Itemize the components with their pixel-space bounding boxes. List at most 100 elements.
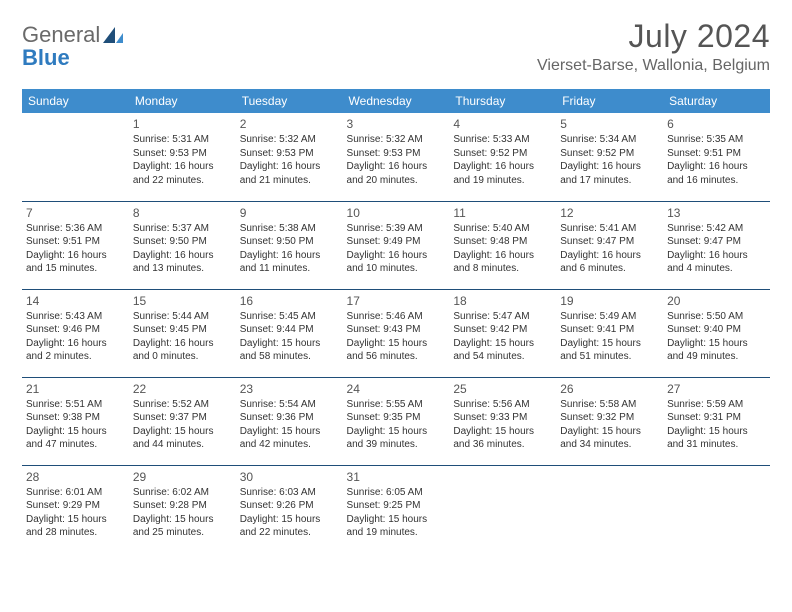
- day-cell: [449, 465, 556, 553]
- day-cell: 30Sunrise: 6:03 AMSunset: 9:26 PMDayligh…: [236, 465, 343, 553]
- day-cell: 18 Sunrise: 5:47 AMSunset: 9:42 PMDayligh…: [449, 289, 556, 377]
- day-cell: 20Sunrise: 5:50 AMSunset: 9:40 PMDayligh…: [663, 289, 770, 377]
- info-ss: Sunset: 9:49 PM: [347, 235, 446, 249]
- day-number: 18: [453, 294, 552, 308]
- info-sr: Sunrise: 5:58 AM: [560, 398, 659, 412]
- month-title: July 2024: [537, 18, 770, 55]
- info-ss: Sunset: 9:37 PM: [133, 411, 232, 425]
- day-info: Sunrise: 5:41 AMSunset: 9:47 PMDaylight:…: [560, 222, 659, 276]
- info-sr: Sunrise: 5:38 AM: [240, 222, 339, 236]
- info-d1: Daylight: 16 hours: [667, 249, 766, 263]
- info-d2: and 25 minutes.: [133, 526, 232, 540]
- day-info: Sunrise: 5:50 AMSunset: 9:40 PMDaylight:…: [667, 310, 766, 364]
- info-d2: and 47 minutes.: [26, 438, 125, 452]
- day-info: Sunrise: 5:44 AMSunset: 9:45 PMDaylight:…: [133, 310, 232, 364]
- day-info: Sunrise: 5:35 AMSunset: 9:51 PMDaylight:…: [667, 133, 766, 187]
- day-number: 22: [133, 382, 232, 396]
- info-sr: Sunrise: 5:45 AM: [240, 310, 339, 324]
- info-d2: and 6 minutes.: [560, 262, 659, 276]
- info-d2: and 4 minutes.: [667, 262, 766, 276]
- day-number: 21: [26, 382, 125, 396]
- info-ss: Sunset: 9:41 PM: [560, 323, 659, 337]
- info-ss: Sunset: 9:53 PM: [133, 147, 232, 161]
- day-info: Sunrise: 5:47 AMSunset: 9:42 PMDaylight:…: [453, 310, 552, 364]
- day-number: 31: [347, 470, 446, 484]
- info-sr: Sunrise: 5:32 AM: [240, 133, 339, 147]
- info-ss: Sunset: 9:43 PM: [347, 323, 446, 337]
- info-sr: Sunrise: 5:55 AM: [347, 398, 446, 412]
- day-info: Sunrise: 5:59 AMSunset: 9:31 PMDaylight:…: [667, 398, 766, 452]
- week-row: 28Sunrise: 6:01 AMSunset: 9:29 PMDayligh…: [22, 465, 770, 553]
- day-cell: 6Sunrise: 5:35 AMSunset: 9:51 PMDaylight…: [663, 113, 770, 201]
- day-info: Sunrise: 5:49 AMSunset: 9:41 PMDaylight:…: [560, 310, 659, 364]
- day-cell: 7 Sunrise: 5:36 AMSunset: 9:51 PMDaylight…: [22, 201, 129, 289]
- info-d1: Daylight: 15 hours: [26, 513, 125, 527]
- info-ss: Sunset: 9:46 PM: [26, 323, 125, 337]
- day-cell: 3 Sunrise: 5:32 AMSunset: 9:53 PMDaylight…: [343, 113, 450, 201]
- info-ss: Sunset: 9:44 PM: [240, 323, 339, 337]
- info-sr: Sunrise: 5:43 AM: [26, 310, 125, 324]
- day-number: 7: [26, 206, 125, 220]
- day-cell: 28Sunrise: 6:01 AMSunset: 9:29 PMDayligh…: [22, 465, 129, 553]
- info-d1: Daylight: 15 hours: [453, 425, 552, 439]
- info-d1: Daylight: 16 hours: [240, 160, 339, 174]
- info-d2: and 20 minutes.: [347, 174, 446, 188]
- day-cell: 12Sunrise: 5:41 AMSunset: 9:47 PMDayligh…: [556, 201, 663, 289]
- day-info: Sunrise: 5:36 AMSunset: 9:51 PMDaylight:…: [26, 222, 125, 276]
- day-number: 26: [560, 382, 659, 396]
- day-cell: 19Sunrise: 5:49 AMSunset: 9:41 PMDayligh…: [556, 289, 663, 377]
- day-info: Sunrise: 5:33 AMSunset: 9:52 PMDaylight:…: [453, 133, 552, 187]
- day-cell: 21 Sunrise: 5:51 AMSunset: 9:38 PMDayligh…: [22, 377, 129, 465]
- day-number: 5: [560, 117, 659, 131]
- day-info: Sunrise: 6:05 AMSunset: 9:25 PMDaylight:…: [347, 486, 446, 540]
- info-d2: and 21 minutes.: [240, 174, 339, 188]
- info-d2: and 10 minutes.: [347, 262, 446, 276]
- week-row: 21 Sunrise: 5:51 AMSunset: 9:38 PMDayligh…: [22, 377, 770, 465]
- dh-sat: Saturday: [663, 89, 770, 113]
- day-info: Sunrise: 5:37 AMSunset: 9:50 PMDaylight:…: [133, 222, 232, 276]
- info-d1: Daylight: 16 hours: [26, 337, 125, 351]
- info-d1: Daylight: 15 hours: [133, 425, 232, 439]
- dh-wed: Wednesday: [343, 89, 450, 113]
- info-sr: Sunrise: 5:47 AM: [453, 310, 552, 324]
- info-d2: and 44 minutes.: [133, 438, 232, 452]
- week-row: 7 Sunrise: 5:36 AMSunset: 9:51 PMDaylight…: [22, 201, 770, 289]
- info-d2: and 0 minutes.: [133, 350, 232, 364]
- info-ss: Sunset: 9:25 PM: [347, 499, 446, 513]
- day-cell: 15Sunrise: 5:44 AMSunset: 9:45 PMDayligh…: [129, 289, 236, 377]
- info-d1: Daylight: 16 hours: [347, 249, 446, 263]
- info-sr: Sunrise: 5:54 AM: [240, 398, 339, 412]
- info-d1: Daylight: 16 hours: [667, 160, 766, 174]
- info-d2: and 34 minutes.: [560, 438, 659, 452]
- day-number: 14: [26, 294, 125, 308]
- day-info: Sunrise: 5:51 AMSunset: 9:38 PMDaylight:…: [26, 398, 125, 452]
- info-d1: Daylight: 16 hours: [453, 160, 552, 174]
- page-header: General Blue July 2024 Vierset-Barse, Wa…: [22, 18, 770, 75]
- day-info: Sunrise: 5:32 AMSunset: 9:53 PMDaylight:…: [347, 133, 446, 187]
- day-number: 29: [133, 470, 232, 484]
- info-d2: and 58 minutes.: [240, 350, 339, 364]
- day-number: 3: [347, 117, 446, 131]
- brand-text: General Blue: [22, 24, 123, 69]
- day-number: 25: [453, 382, 552, 396]
- info-d1: Daylight: 15 hours: [240, 337, 339, 351]
- info-ss: Sunset: 9:50 PM: [133, 235, 232, 249]
- sail-icon: [103, 25, 123, 47]
- location-text: Vierset-Barse, Wallonia, Belgium: [537, 57, 770, 75]
- info-d1: Daylight: 15 hours: [26, 425, 125, 439]
- info-d2: and 15 minutes.: [26, 262, 125, 276]
- info-d2: and 39 minutes.: [347, 438, 446, 452]
- info-d1: Daylight: 16 hours: [133, 160, 232, 174]
- day-number: 4: [453, 117, 552, 131]
- day-info: Sunrise: 5:46 AMSunset: 9:43 PMDaylight:…: [347, 310, 446, 364]
- info-d2: and 2 minutes.: [26, 350, 125, 364]
- info-d2: and 16 minutes.: [667, 174, 766, 188]
- info-ss: Sunset: 9:26 PM: [240, 499, 339, 513]
- day-cell: 31 Sunrise: 6:05 AMSunset: 9:25 PMDayligh…: [343, 465, 450, 553]
- day-info: Sunrise: 5:54 AMSunset: 9:36 PMDaylight:…: [240, 398, 339, 452]
- info-sr: Sunrise: 5:37 AM: [133, 222, 232, 236]
- week-row: 14Sunrise: 5:43 AMSunset: 9:46 PMDayligh…: [22, 289, 770, 377]
- day-number: 27: [667, 382, 766, 396]
- info-sr: Sunrise: 5:33 AM: [453, 133, 552, 147]
- info-sr: Sunrise: 5:59 AM: [667, 398, 766, 412]
